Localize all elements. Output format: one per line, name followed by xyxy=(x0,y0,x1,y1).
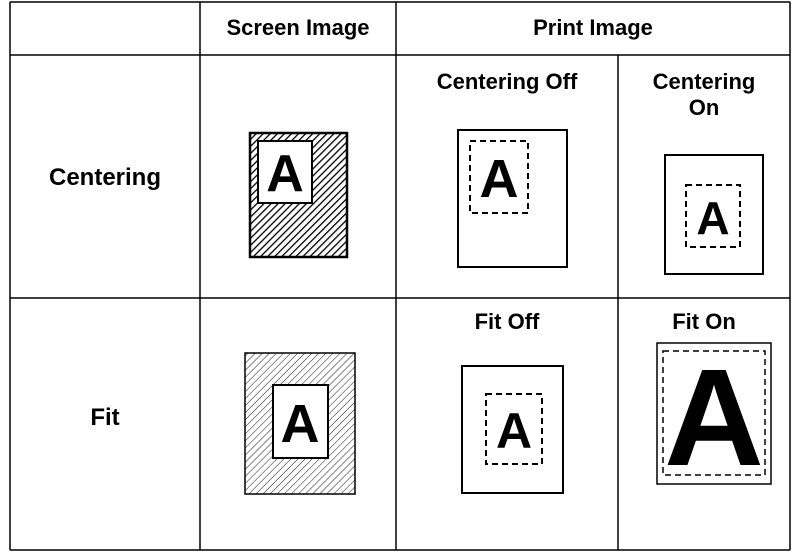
letter: A xyxy=(266,145,304,203)
row-label: Fit xyxy=(90,404,120,431)
screen-fit-illustration: A xyxy=(244,352,356,495)
screen-centering-illustration: A xyxy=(248,131,349,259)
column-header: Print Image xyxy=(533,15,653,40)
letter: A xyxy=(480,149,519,209)
grid-lines xyxy=(9,1,791,551)
centering-on-illustration: A xyxy=(664,154,764,275)
sub-header: Centering On xyxy=(652,69,756,120)
row-label: Centering xyxy=(48,164,161,191)
sub-header: Fit Off xyxy=(474,309,540,334)
column-header: Screen Image xyxy=(226,15,370,40)
sub-header: Centering Off xyxy=(436,69,578,94)
fit-on-illustration: A xyxy=(656,341,772,495)
letter: A xyxy=(664,341,764,495)
letter: A xyxy=(496,403,532,459)
centering-off-illustration: A xyxy=(457,129,568,268)
fit-off-illustration: A xyxy=(461,365,564,494)
letter: A xyxy=(281,394,320,454)
letter: A xyxy=(696,192,729,244)
sub-header: Fit On xyxy=(672,309,736,334)
